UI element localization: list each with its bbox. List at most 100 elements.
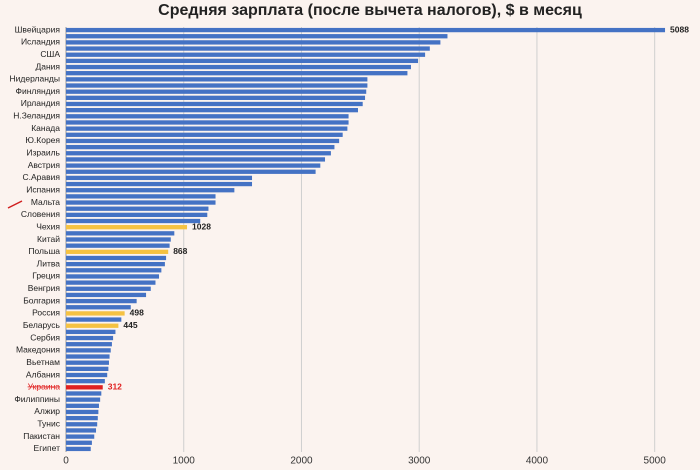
y-tick-label: Нидерланды — [10, 74, 60, 84]
y-tick-label: Венгрия — [28, 283, 61, 293]
bar — [66, 311, 125, 316]
y-tick-label: Австрия — [28, 160, 61, 170]
bar — [66, 114, 349, 119]
x-tick-label: 3000 — [408, 456, 431, 467]
y-tick-label: Болгария — [23, 295, 60, 305]
y-tick-label: Албания — [26, 369, 60, 379]
bar — [66, 397, 101, 402]
bar — [66, 144, 335, 150]
bar — [66, 212, 208, 218]
y-tick-label: Тунис — [37, 419, 60, 429]
y-tick-label: Канада — [31, 123, 60, 133]
bar — [66, 323, 119, 328]
bar — [66, 286, 151, 291]
bar — [66, 360, 109, 365]
y-tick-label: Израиль — [26, 148, 60, 158]
x-tick-label: 0 — [63, 456, 69, 467]
bar — [66, 305, 131, 310]
x-tick-label: 1000 — [173, 456, 196, 467]
bar — [66, 120, 349, 125]
bar — [66, 101, 363, 107]
bar — [66, 27, 666, 33]
bar — [66, 446, 91, 452]
bar — [66, 434, 95, 439]
bar — [66, 46, 430, 51]
y-tick-label: Н.Зеландия — [13, 111, 60, 121]
y-tick-label: Исландия — [21, 37, 60, 47]
bar — [66, 218, 201, 224]
bar — [66, 157, 326, 162]
y-tick-label: Китай — [37, 234, 60, 244]
bar — [66, 83, 368, 88]
y-tick-label: Беларусь — [23, 320, 61, 330]
bar — [66, 169, 316, 174]
bar — [66, 181, 253, 187]
y-tick-label: Филиппины — [14, 394, 60, 404]
bar — [66, 317, 122, 322]
bar — [66, 95, 366, 100]
y-tick-label: Македония — [16, 345, 60, 355]
bar — [66, 188, 235, 193]
bar — [66, 261, 165, 267]
bar — [66, 372, 108, 378]
y-tick-label: Чехия — [36, 221, 60, 231]
bar — [66, 151, 331, 156]
bar — [66, 298, 137, 304]
bar — [66, 126, 348, 131]
y-tick-label: Литва — [37, 258, 61, 268]
y-tick-label: Вьетнам — [26, 357, 60, 367]
value-label: 5088 — [670, 24, 689, 34]
bar — [66, 77, 368, 82]
bar — [66, 200, 216, 205]
bar — [66, 34, 448, 39]
y-tick-label: Украина — [28, 382, 61, 392]
bar — [66, 422, 98, 427]
bar — [66, 409, 99, 415]
bar — [66, 138, 340, 144]
y-tick-label: Мальта — [31, 197, 60, 207]
x-tick-label: 5000 — [644, 456, 667, 467]
bar — [66, 268, 162, 273]
bar — [66, 237, 171, 242]
bar — [66, 348, 111, 353]
bar — [66, 391, 102, 396]
bar — [66, 249, 169, 254]
y-tick-label: Словения — [21, 209, 61, 219]
bar — [66, 175, 253, 181]
bar — [66, 225, 188, 230]
bar — [66, 231, 175, 236]
y-tick-label: Дания — [35, 61, 60, 71]
bar — [66, 132, 343, 137]
value-label: 445 — [123, 320, 137, 330]
bar — [66, 440, 92, 445]
y-tick-label: Россия — [32, 308, 60, 318]
bar — [66, 274, 160, 279]
y-tick-label: Финляндия — [16, 86, 61, 96]
bar — [66, 52, 426, 57]
value-label: 312 — [108, 382, 122, 392]
bar — [66, 107, 358, 113]
bar — [66, 58, 419, 64]
y-tick-label: Египет — [34, 443, 61, 453]
bar — [66, 243, 170, 248]
value-label: 1028 — [192, 221, 211, 231]
y-tick-label: США — [40, 49, 60, 59]
bar — [66, 415, 98, 421]
bar — [66, 354, 110, 359]
chart-title: Средняя зарплата (после вычета налогов),… — [158, 2, 582, 19]
bar — [66, 71, 408, 76]
y-tick-label: Польша — [28, 246, 60, 256]
bar — [66, 255, 167, 261]
bar — [66, 89, 367, 94]
bar — [66, 385, 103, 390]
bar — [66, 194, 216, 199]
bar — [66, 280, 156, 285]
y-tick-label: С.Аравия — [23, 172, 61, 182]
y-tick-label: Испания — [26, 184, 60, 194]
y-tick-label: Пакистан — [23, 431, 60, 441]
x-tick-label: 2000 — [290, 456, 313, 467]
x-tick-label: 4000 — [526, 456, 549, 467]
y-tick-label: Алжир — [34, 406, 60, 416]
bar — [66, 163, 321, 168]
